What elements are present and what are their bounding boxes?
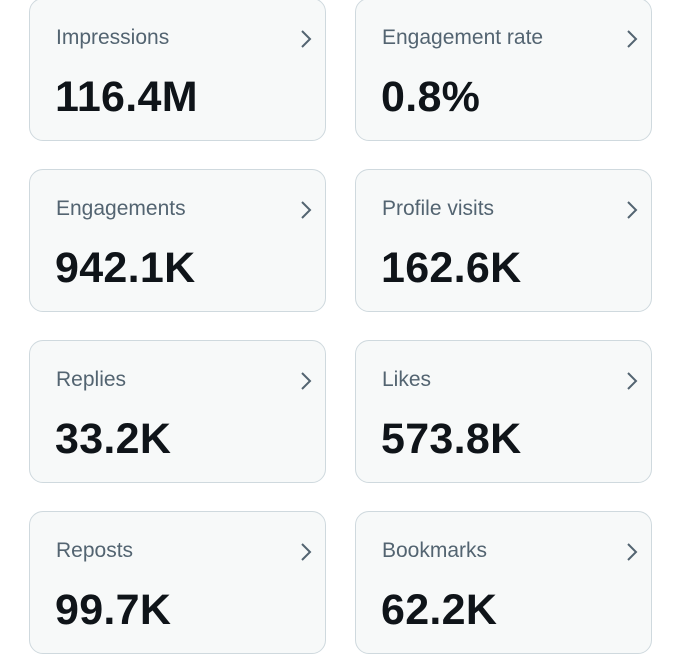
metric-label: Reposts: [56, 539, 134, 562]
chevron-icon: [627, 201, 638, 219]
metrics-grid: Impressions 116.4M Engagement rate 0.8% Enga…: [29, 0, 652, 654]
metric-value: 116.4M: [55, 73, 198, 121]
chevron-icon: [627, 372, 638, 390]
chevron-icon: [627, 543, 638, 561]
metric-card[interactable]: Likes 573.8K: [355, 340, 652, 483]
metric-label: Engagements: [56, 197, 186, 220]
metric-label: Impressions: [56, 26, 170, 49]
chevron-path: [301, 372, 312, 390]
metric-label: Engagement rate: [382, 26, 544, 49]
chevron-path: [301, 30, 312, 48]
chevron-icon: [301, 543, 312, 561]
metric-card[interactable]: Replies 33.2K: [29, 340, 326, 483]
chevron-icon: [301, 372, 312, 390]
metric-label: Bookmarks: [382, 539, 488, 562]
metric-card[interactable]: Engagements 942.1K: [29, 169, 326, 312]
metric-card[interactable]: Reposts 99.7K: [29, 511, 326, 654]
metric-value: 942.1K: [55, 244, 196, 292]
chevron-path: [627, 372, 638, 390]
metric-value: 0.8%: [381, 73, 481, 121]
chevron-path: [301, 543, 312, 561]
metric-value: 99.7K: [55, 586, 172, 634]
metric-label: Profile visits: [382, 197, 495, 220]
chevron-path: [627, 201, 638, 219]
chevron-path: [627, 30, 638, 48]
chevron-icon: [301, 30, 312, 48]
chevron-icon: [301, 201, 312, 219]
metric-card[interactable]: Profile visits 162.6K: [355, 169, 652, 312]
metric-value: 162.6K: [381, 244, 522, 292]
metric-card[interactable]: Impressions 116.4M: [29, 0, 326, 141]
chevron-icon: [627, 30, 638, 48]
metric-card[interactable]: Bookmarks 62.2K: [355, 511, 652, 654]
metric-value: 33.2K: [55, 415, 172, 463]
chevron-path: [301, 201, 312, 219]
metric-label: Replies: [56, 368, 127, 391]
metric-card[interactable]: Engagement rate 0.8%: [355, 0, 652, 141]
metric-label: Likes: [382, 368, 432, 391]
chevron-path: [627, 543, 638, 561]
metric-value: 62.2K: [381, 586, 498, 634]
metric-value: 573.8K: [381, 415, 522, 463]
